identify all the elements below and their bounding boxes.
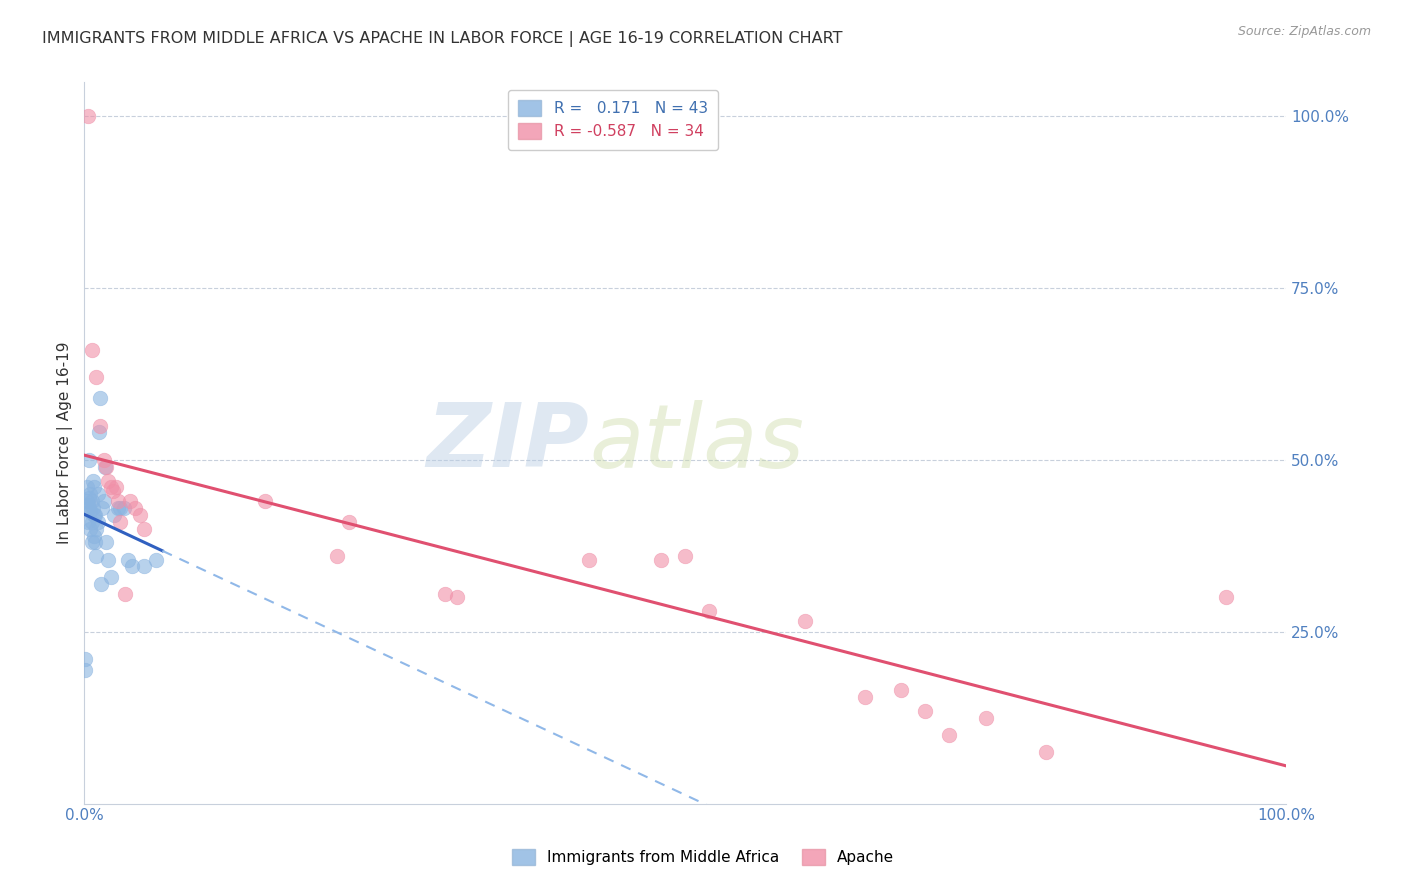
Point (114, 587, 136, 601)
Point (118, 494, 141, 508)
Point (697, 604, 720, 618)
Point (101, 483, 124, 498)
Point (77, 453, 100, 467)
Point (94, 459, 117, 474)
Point (79, 522, 101, 536)
Point (79, 504, 101, 518)
Point (84, 522, 107, 536)
Point (110, 515, 132, 529)
Point (77, 501, 100, 516)
Point (80, 343, 103, 357)
Point (100, 570, 122, 584)
Point (84, 508, 107, 522)
Point (75, 663, 97, 677)
Point (938, 728, 960, 742)
Point (93, 494, 115, 508)
Point (914, 704, 936, 718)
Point (107, 494, 129, 508)
Point (94, 535, 117, 549)
Point (446, 591, 468, 605)
Point (578, 552, 600, 566)
Point (890, 683, 912, 698)
Point (77, 491, 100, 505)
Point (433, 587, 456, 601)
Text: ZIP: ZIP (426, 400, 589, 486)
Point (91, 501, 114, 516)
Point (77, 515, 100, 529)
Point (86, 487, 108, 501)
Point (75, 652, 97, 666)
Point (86, 515, 108, 529)
Point (121, 559, 143, 574)
Point (77, 109, 100, 123)
Point (82, 501, 104, 516)
Point (145, 552, 167, 566)
Point (87, 425, 110, 440)
Point (77, 498, 100, 512)
Point (134, 559, 156, 574)
Y-axis label: In Labor Force | Age 16-19: In Labor Force | Age 16-19 (58, 342, 73, 544)
Point (80, 515, 103, 529)
Point (853, 690, 876, 704)
Point (104, 480, 127, 494)
Point (117, 552, 139, 566)
Point (90, 576, 112, 591)
Point (128, 508, 150, 522)
Legend: Immigrants from Middle Africa, Apache: Immigrants from Middle Africa, Apache (506, 843, 900, 871)
Point (794, 615, 817, 629)
Point (100, 480, 122, 494)
Point (110, 501, 132, 516)
Point (124, 501, 146, 516)
Point (112, 501, 135, 516)
Point (97, 552, 120, 566)
Point (79, 487, 101, 501)
Point (80, 535, 103, 549)
Point (89, 418, 111, 433)
Point (76, 480, 98, 494)
Point (93, 459, 115, 474)
Point (83, 508, 105, 522)
Point (253, 494, 276, 508)
Point (76, 494, 98, 508)
Point (80, 494, 103, 508)
Point (84, 535, 107, 549)
Point (93, 453, 115, 467)
Point (97, 474, 120, 488)
Point (89, 391, 111, 405)
Point (650, 552, 672, 566)
Text: atlas: atlas (589, 400, 804, 486)
Point (1215, 591, 1237, 605)
Point (107, 501, 129, 516)
Point (337, 515, 360, 529)
Legend: R =   0.171   N = 43, R = -0.587   N = 34: R = 0.171 N = 43, R = -0.587 N = 34 (508, 89, 718, 150)
Point (84, 549, 107, 564)
Point (103, 508, 125, 522)
Point (1035, 745, 1057, 759)
Text: IMMIGRANTS FROM MIDDLE AFRICA VS APACHE IN LABOR FORCE | AGE 16-19 CORRELATION C: IMMIGRANTS FROM MIDDLE AFRICA VS APACHE … (42, 31, 842, 47)
Point (673, 549, 696, 564)
Point (82, 474, 104, 488)
Text: Source: ZipAtlas.com: Source: ZipAtlas.com (1237, 25, 1371, 38)
Point (325, 549, 347, 564)
Point (134, 522, 156, 536)
Point (83, 480, 105, 494)
Point (83, 528, 105, 542)
Point (84, 370, 107, 384)
Point (974, 711, 997, 725)
